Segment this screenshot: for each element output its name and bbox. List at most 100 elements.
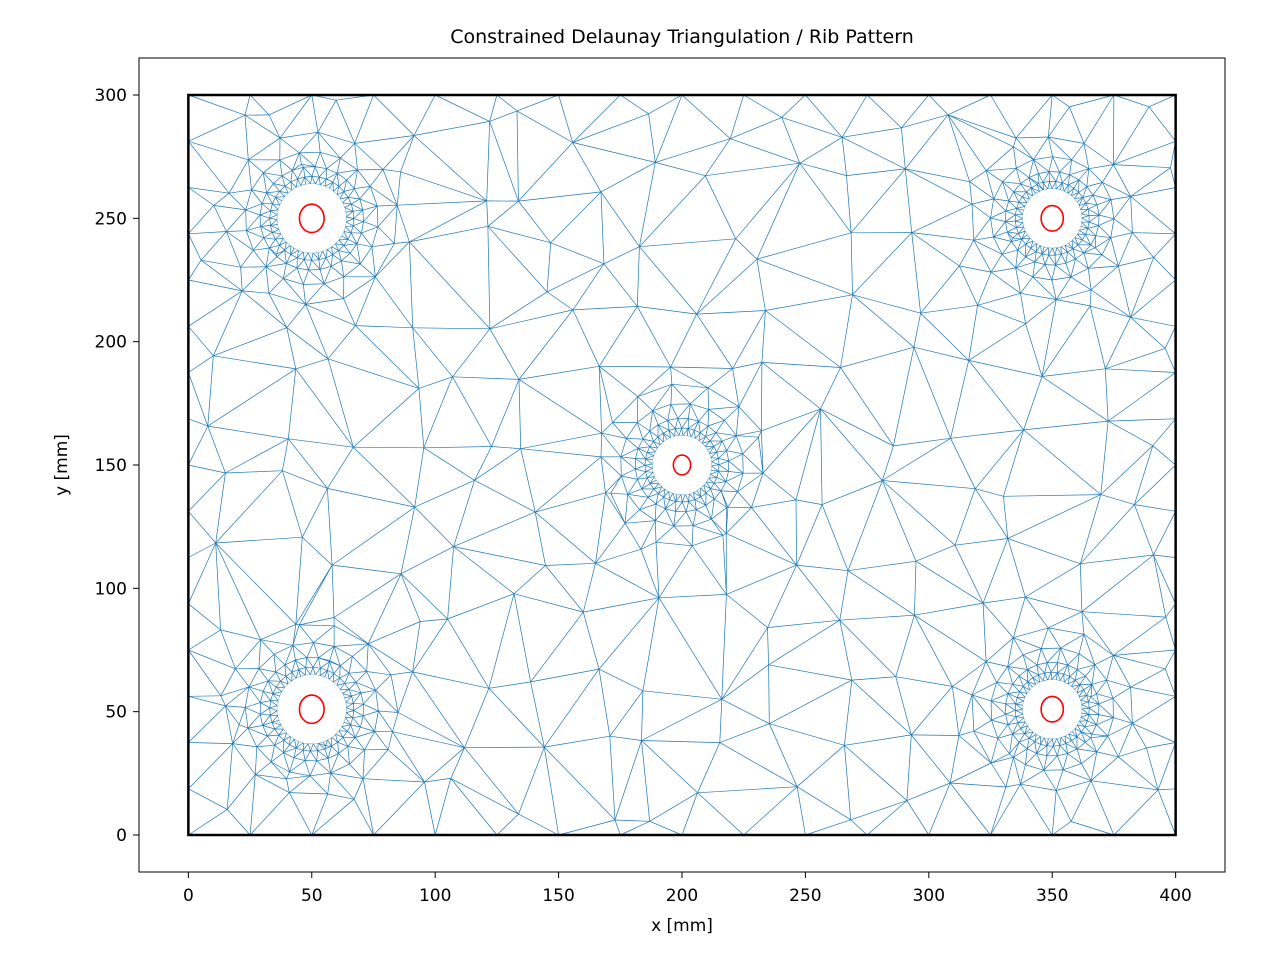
mesh-edge (799, 137, 843, 164)
mesh-edge (413, 121, 490, 136)
mesh-edge (1081, 763, 1092, 781)
mesh-edge (906, 782, 951, 801)
mesh-edge (346, 710, 354, 713)
mesh-edge (1075, 258, 1089, 269)
mesh-edge (598, 366, 602, 434)
mesh-edge (336, 191, 345, 196)
mesh-edge (318, 259, 321, 270)
mesh-edge (292, 166, 304, 171)
mesh-edge (645, 471, 654, 473)
mesh-edge (647, 493, 659, 498)
mesh-edge (705, 436, 711, 442)
mesh-edge (412, 671, 489, 689)
mesh-edge (188, 649, 222, 697)
mesh-edge (294, 738, 297, 749)
mesh-edge (1096, 751, 1119, 758)
mesh-edge (313, 642, 319, 658)
mesh-edge (1025, 323, 1043, 377)
mesh-edge (1065, 258, 1076, 264)
mesh-edge (668, 430, 672, 438)
mesh-edge (1096, 693, 1100, 705)
y-tick-label: 200 (95, 333, 127, 353)
mesh-edge (1003, 429, 1024, 497)
mesh-edge (707, 387, 740, 407)
mesh-edge (1074, 669, 1078, 681)
mesh-edge (337, 741, 348, 747)
mesh-edge (635, 458, 646, 466)
mesh-edge (696, 258, 758, 315)
mesh-edge (188, 233, 202, 261)
mesh-edge (290, 181, 297, 188)
mesh-edge (281, 175, 292, 183)
mesh-edge (718, 464, 720, 472)
mesh-edge (276, 686, 285, 689)
mesh-edge (1013, 146, 1034, 160)
mesh-edge (363, 710, 379, 717)
mesh-edge (1002, 167, 1017, 183)
mesh-edge (1033, 159, 1050, 172)
mesh-edge (990, 700, 1006, 715)
mesh-edge (991, 756, 1014, 764)
mesh-edge (327, 447, 354, 489)
mesh-edge (289, 744, 297, 749)
mesh-edge (373, 781, 425, 836)
mesh-edge (844, 734, 912, 746)
mesh-edge (276, 249, 285, 255)
mesh-edge (352, 218, 355, 226)
mesh-edge (1056, 289, 1092, 300)
mesh-edge (1005, 757, 1014, 788)
mesh-edge (353, 692, 362, 704)
mesh-edge (1101, 237, 1112, 256)
mesh-edge (369, 186, 378, 207)
mesh-edge (1020, 783, 1057, 791)
mesh-edge (658, 597, 723, 700)
mesh-edge (840, 367, 894, 447)
mesh-edge (1016, 159, 1034, 169)
mesh-edge (1083, 634, 1096, 665)
mesh-edge (1049, 181, 1053, 189)
mesh-edge (1090, 693, 1097, 698)
mesh-edge (1054, 247, 1058, 256)
mesh-edge (1081, 611, 1166, 618)
mesh-edge (319, 152, 327, 169)
mesh-edge (1036, 662, 1048, 666)
mesh-edge (735, 435, 744, 455)
mesh-edge (279, 190, 289, 194)
mesh-edge (637, 306, 697, 315)
mesh-edge (738, 406, 762, 432)
mesh-edge (677, 403, 691, 419)
mesh-edge (720, 490, 728, 508)
mesh-edge (278, 734, 285, 741)
mesh-edge (354, 135, 415, 144)
mesh-edge (1015, 703, 1023, 706)
x-tick-label: 150 (542, 886, 574, 906)
mesh-edge (188, 629, 221, 651)
mesh-edge (841, 136, 906, 170)
mesh-edge (262, 721, 273, 726)
mesh-edge (188, 290, 243, 327)
mesh-edge (663, 496, 670, 501)
mesh-edge (346, 703, 354, 708)
mesh-edge (1118, 756, 1159, 791)
mesh-edge (215, 536, 303, 544)
mesh-edge (1089, 707, 1099, 715)
mesh-edge (1081, 708, 1090, 715)
mesh-edge (1022, 648, 1042, 656)
mesh-edge (1055, 769, 1064, 791)
mesh-edge (1044, 672, 1048, 681)
mesh-edge (958, 265, 978, 306)
mesh-edge (489, 291, 548, 330)
mesh-edge (279, 152, 300, 161)
mesh-edge (653, 441, 658, 449)
mesh-edge (612, 396, 639, 423)
mesh-edge (418, 376, 453, 389)
mesh-edge (270, 700, 278, 707)
mesh-edge (330, 772, 364, 780)
mesh-edge (663, 432, 671, 438)
mesh-edge (355, 671, 367, 683)
mesh-edge (598, 669, 611, 737)
mesh-edge (1067, 174, 1070, 186)
mesh-edge (213, 355, 296, 370)
mesh-edge (1090, 265, 1119, 291)
mesh-edge (624, 494, 629, 524)
